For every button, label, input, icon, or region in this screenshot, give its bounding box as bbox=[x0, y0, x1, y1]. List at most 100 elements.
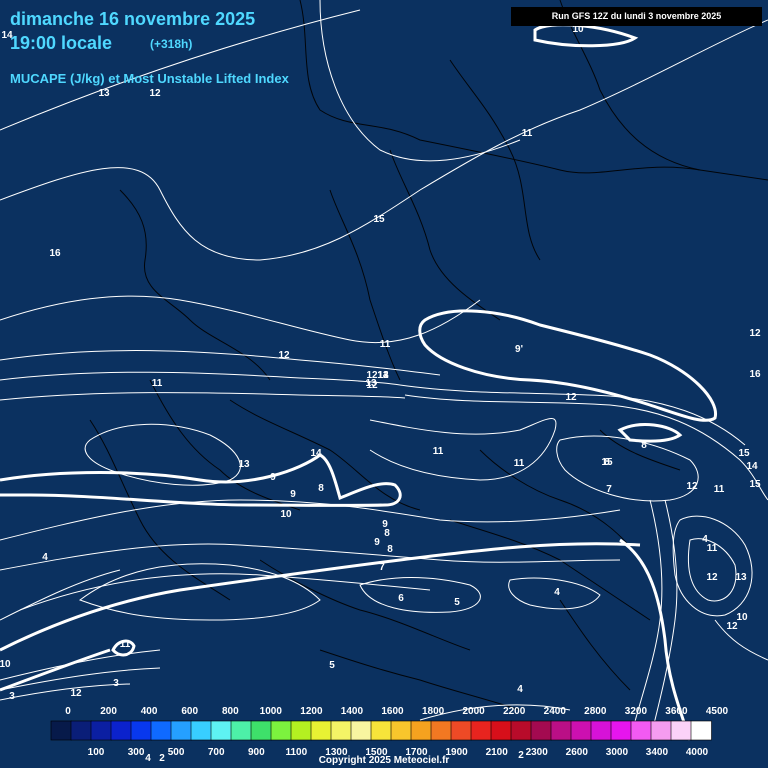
contour-label: 11 bbox=[714, 484, 725, 495]
scale-swatch bbox=[570, 720, 592, 741]
contour-labels: 10 11 12 13 14 15 16 12 13 12 12 12 11 1… bbox=[0, 24, 761, 764]
contour-label: 6 bbox=[398, 593, 404, 604]
contour-label: 12 bbox=[70, 688, 82, 699]
contour-label: 15 bbox=[738, 448, 750, 459]
scale-top-label: 1600 bbox=[381, 706, 404, 717]
scale-swatch bbox=[310, 720, 332, 741]
scale-top-label: 3200 bbox=[625, 706, 648, 717]
scale-top-label: 4500 bbox=[706, 706, 729, 717]
scale-top-label: 1200 bbox=[300, 706, 323, 717]
contour-label: 14 bbox=[746, 461, 758, 472]
contour-label: 9 bbox=[290, 489, 296, 500]
contour-label: 10 bbox=[736, 612, 748, 623]
contour-label: 11 bbox=[707, 543, 718, 554]
scale-bottom-label: 100 bbox=[88, 747, 105, 758]
forecast-date: dimanche 16 novembre 2025 bbox=[10, 9, 256, 29]
scale-swatch bbox=[410, 720, 432, 741]
contour-label: 4 bbox=[145, 753, 151, 764]
contour-label: 8 bbox=[387, 544, 393, 555]
scale-top-label: 1400 bbox=[341, 706, 364, 717]
scale-swatch bbox=[210, 720, 232, 741]
scale-swatch bbox=[190, 720, 212, 741]
scale-swatch bbox=[390, 720, 412, 741]
scale-top-label: 200 bbox=[100, 706, 117, 717]
copyright: Copyright 2025 Meteociel.fr bbox=[318, 755, 450, 766]
contour-label: 5 bbox=[454, 597, 460, 608]
scale-swatch bbox=[610, 720, 632, 741]
scale-swatch bbox=[490, 720, 512, 741]
forecast-lead: (+318h) bbox=[150, 37, 193, 51]
contour-label: 11 bbox=[120, 639, 131, 650]
contour-label: 4 bbox=[554, 587, 560, 598]
scale-swatch bbox=[510, 720, 532, 741]
contour-label: 2 bbox=[518, 750, 524, 761]
scale-top-label: 600 bbox=[181, 706, 198, 717]
scale-bottom-label: 3400 bbox=[646, 747, 669, 758]
contour-label: 9' bbox=[515, 344, 523, 355]
contour-label: 12 bbox=[366, 380, 378, 391]
scale-swatch bbox=[450, 720, 472, 741]
scale-swatch bbox=[370, 720, 392, 741]
scale-swatch bbox=[290, 720, 312, 741]
contour-label: 15 bbox=[373, 214, 385, 225]
contour-label: 7 bbox=[379, 562, 385, 573]
scale-swatch bbox=[530, 720, 552, 741]
scale-swatch bbox=[330, 720, 352, 741]
contour-label: 11 bbox=[152, 378, 163, 389]
run-info: Run GFS 12Z du lundi 3 novembre 2025 bbox=[511, 7, 762, 26]
forecast-time: 19:00 locale bbox=[10, 33, 113, 53]
scale-top-label: 2400 bbox=[544, 706, 567, 717]
contour-label: 7 bbox=[606, 484, 612, 495]
scale-bottom-label: 500 bbox=[168, 747, 185, 758]
contour-label: 4 bbox=[42, 552, 48, 563]
contour-label: 15 bbox=[749, 479, 761, 490]
contour-label: 9 bbox=[270, 472, 276, 483]
contour-label: 9 bbox=[374, 537, 380, 548]
scale-swatch bbox=[90, 720, 112, 741]
scale-swatch bbox=[350, 720, 372, 741]
contour-label: 10 bbox=[280, 509, 292, 520]
scale-swatch bbox=[430, 720, 452, 741]
scale-swatch bbox=[150, 720, 172, 741]
scale-bottom-label: 1900 bbox=[445, 747, 468, 758]
scale-bottom-label: 1700 bbox=[405, 747, 428, 758]
scale-bottom-label: 1500 bbox=[365, 747, 388, 758]
contour-label: 2 bbox=[159, 753, 165, 764]
scale-swatch bbox=[230, 720, 252, 741]
contour-label: 12 bbox=[565, 392, 577, 403]
contour-label: 8 bbox=[641, 440, 647, 451]
contour-label: 4 bbox=[702, 534, 708, 545]
contour-label: 8 bbox=[604, 457, 610, 468]
contour-label: 16 bbox=[749, 369, 761, 380]
scale-swatch bbox=[630, 720, 652, 741]
contour-label: 13 bbox=[238, 459, 250, 470]
scale-bottom-label: 1100 bbox=[285, 747, 307, 758]
scale-swatch bbox=[670, 720, 692, 741]
scale-top-label: 1000 bbox=[260, 706, 283, 717]
contour-label: 13 bbox=[365, 378, 377, 389]
scale-top-label: 2200 bbox=[503, 706, 526, 717]
contour-label: 14 bbox=[1, 30, 13, 41]
contour-label: 12 bbox=[366, 370, 378, 381]
contour-label: 13 bbox=[735, 572, 747, 583]
contour-label: 12 bbox=[749, 328, 761, 339]
contour-label: 3 bbox=[9, 691, 15, 702]
scale-bottom-label: 1300 bbox=[325, 747, 348, 758]
contour-label: 12 bbox=[706, 572, 718, 583]
contour-label: 4 bbox=[517, 684, 523, 695]
scale-swatch bbox=[590, 720, 612, 741]
scale-top-label: 2000 bbox=[462, 706, 485, 717]
scale-swatch bbox=[170, 720, 192, 741]
scale-swatch bbox=[50, 720, 72, 741]
scale-swatch bbox=[250, 720, 272, 741]
scale-bottom-labels: 100 300 500 700 900 1100 1300 1500 1700 1900 2100 2… bbox=[88, 747, 709, 758]
scale-swatch bbox=[470, 720, 492, 741]
scale-swatch bbox=[550, 720, 572, 741]
scale-bottom-label: 2100 bbox=[486, 747, 509, 758]
contour-label: 10 bbox=[572, 24, 584, 35]
contour-label: 16 bbox=[49, 248, 61, 259]
scale-bottom-label: 300 bbox=[128, 747, 145, 758]
scale-swatch bbox=[270, 720, 292, 741]
contour-label: 12 bbox=[686, 481, 698, 492]
